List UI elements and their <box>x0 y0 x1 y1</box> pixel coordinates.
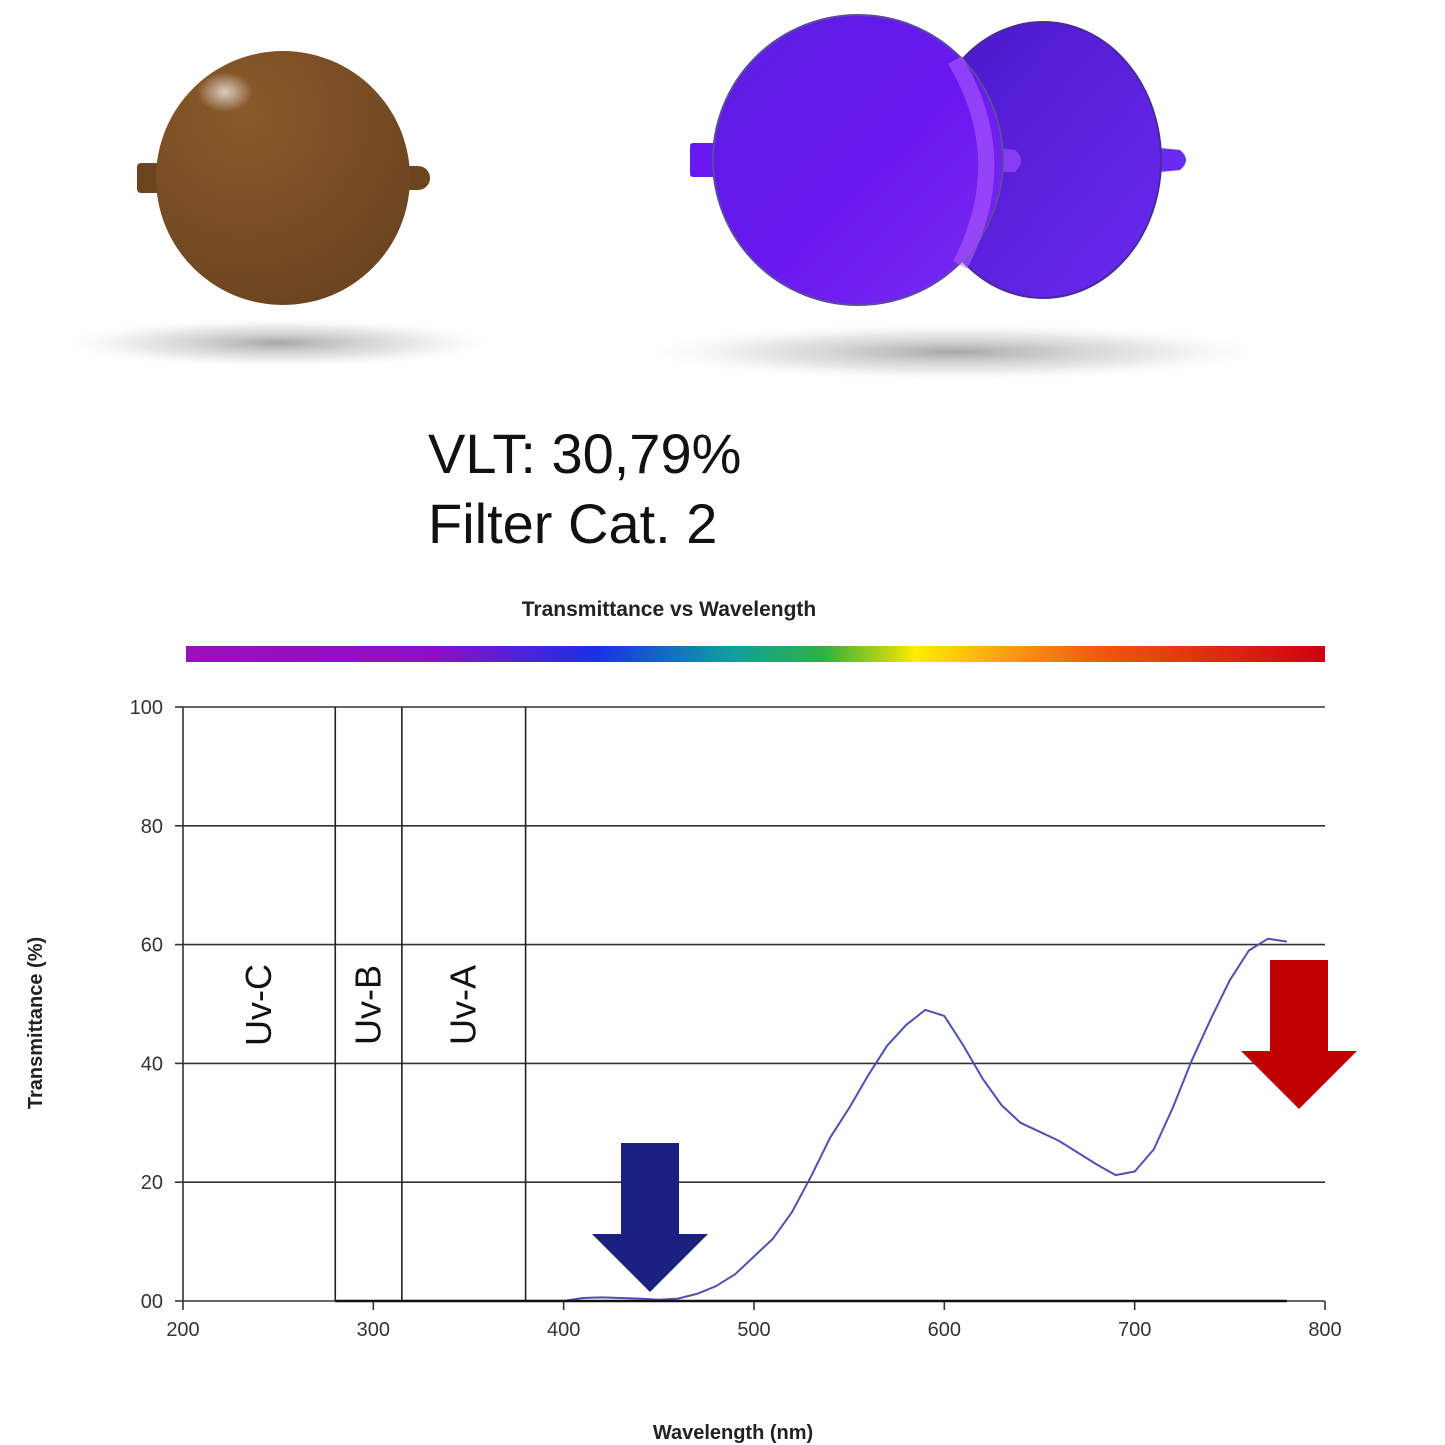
brown-lens <box>137 51 430 305</box>
lens-shadow-left <box>48 317 508 369</box>
chart-title: Transmittance vs Wavelength <box>521 598 817 621</box>
x-tick-label-300: 300 <box>357 1319 390 1341</box>
uv-band-labels: Uv-C Uv-B Uv-A <box>238 964 484 1046</box>
blue-down-arrow <box>592 1143 708 1292</box>
x-tick-labels: 200 300 400 500 600 700 800 <box>166 1301 1342 1341</box>
uv-band-label-uv-c: Uv-C <box>238 964 279 1046</box>
uv-band-dividers <box>334 707 527 1301</box>
uv-band-label-uv-b: Uv-B <box>348 965 389 1045</box>
lens-illustrations <box>48 14 1285 382</box>
y-axis-title: Transmittance (%) <box>25 937 47 1109</box>
filter-category: Filter Cat. 2 <box>428 492 718 555</box>
x-tick-label-200: 200 <box>166 1319 199 1341</box>
vlt-value: VLT: 30,79% <box>428 422 742 485</box>
x-tick-label-400: 400 <box>547 1319 580 1341</box>
x-tick-label-700: 700 <box>1118 1319 1151 1341</box>
purple-lens-pair <box>690 14 1186 306</box>
y-tick-label-00: 00 <box>141 1291 163 1313</box>
y-tick-label-20: 20 <box>141 1172 163 1194</box>
x-tick-label-500: 500 <box>737 1319 770 1341</box>
x-tick-label-800: 800 <box>1308 1319 1341 1341</box>
red-down-arrow <box>1241 960 1357 1109</box>
y-tick-labels: 00 20 40 60 80 100 <box>130 697 183 1313</box>
series-layer <box>335 937 1288 1303</box>
uv-band-label-uv-a: Uv-A <box>443 965 484 1045</box>
y-tick-label-60: 60 <box>141 935 163 957</box>
y-tick-label-80: 80 <box>141 816 163 838</box>
y-tick-label-40: 40 <box>141 1053 163 1075</box>
spectrum-bar <box>186 646 1325 662</box>
y-tick-label-100: 100 <box>130 697 163 719</box>
series-line-0 <box>335 937 1288 1302</box>
grid-lines <box>183 706 1325 1183</box>
x-axis-title: Wavelength (nm) <box>653 1422 813 1444</box>
lens-shadow-right <box>625 322 1285 382</box>
x-tick-label-600: 600 <box>928 1319 961 1341</box>
arrow-markers <box>592 960 1357 1292</box>
